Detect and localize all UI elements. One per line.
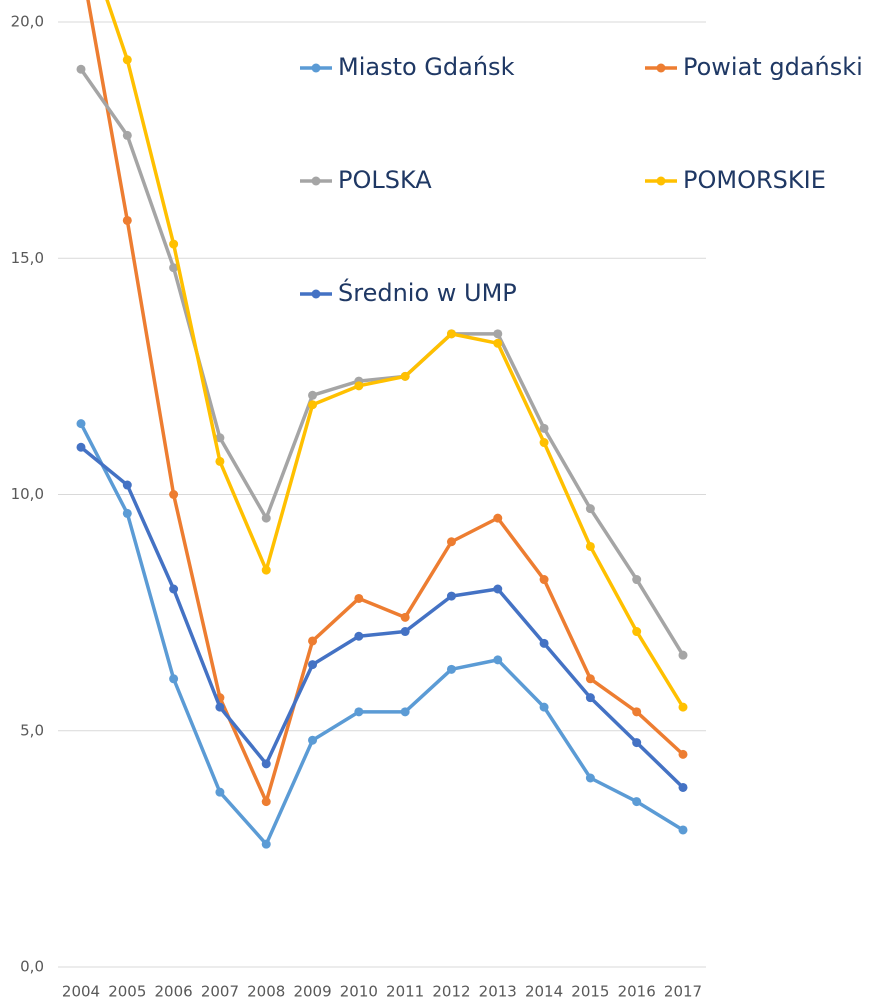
series-line — [79, 68, 685, 657]
data-point — [493, 655, 503, 665]
data-point — [308, 636, 318, 646]
data-point — [400, 627, 410, 637]
data-point — [446, 537, 456, 547]
data-point — [585, 504, 595, 514]
data-point — [122, 480, 132, 490]
data-point — [261, 565, 271, 575]
data-point — [539, 575, 549, 585]
x-tick-label: 2015 — [571, 983, 609, 998]
data-point — [215, 456, 225, 466]
legend-label: Powiat gdański — [683, 53, 863, 81]
data-point — [493, 584, 503, 594]
y-tick-label: 15,0 — [11, 249, 44, 267]
data-point — [354, 381, 364, 391]
y-tick-label: 10,0 — [11, 485, 44, 503]
data-point — [354, 707, 364, 717]
data-point — [122, 55, 132, 65]
data-point — [122, 130, 132, 140]
data-point — [215, 702, 225, 712]
data-point — [215, 787, 225, 797]
data-point — [539, 702, 549, 712]
data-point — [446, 329, 456, 339]
data-point — [632, 738, 642, 748]
legend-marker — [311, 176, 321, 186]
data-point — [539, 638, 549, 648]
data-point — [308, 660, 318, 670]
data-point — [678, 650, 688, 660]
data-point — [354, 593, 364, 603]
data-point — [76, 419, 86, 429]
data-point — [678, 825, 688, 835]
x-tick-label: 2017 — [664, 983, 702, 998]
x-tick-label: 2010 — [340, 983, 378, 998]
x-tick-label: 2012 — [432, 983, 470, 998]
legend-label: POMORSKIE — [683, 166, 826, 194]
data-point — [76, 442, 86, 452]
data-point — [632, 627, 642, 637]
data-point — [493, 338, 503, 348]
data-point — [261, 797, 271, 807]
legend-label: Miasto Gdańsk — [338, 53, 515, 81]
data-point — [169, 490, 179, 499]
series-line — [105, 0, 685, 709]
series-line — [79, 445, 685, 789]
data-point — [76, 64, 86, 74]
data-point — [493, 329, 503, 339]
data-point — [678, 749, 688, 759]
y-tick-label: 5,0 — [20, 721, 44, 739]
data-point — [632, 707, 642, 717]
data-point — [585, 693, 595, 703]
y-tick-label: 0,0 — [20, 958, 44, 976]
data-point — [169, 674, 179, 684]
data-point — [354, 631, 364, 641]
data-point — [400, 707, 410, 717]
data-point — [169, 584, 179, 594]
data-point — [122, 215, 132, 225]
x-tick-label: 2014 — [525, 983, 563, 998]
data-point — [632, 575, 642, 585]
data-point — [261, 759, 271, 769]
data-point — [308, 390, 318, 400]
data-point — [169, 263, 179, 273]
data-point — [493, 513, 503, 523]
x-tick-label: 2005 — [108, 983, 146, 998]
y-tick-label: 20,0 — [11, 13, 44, 31]
data-point — [446, 664, 456, 674]
x-tick-label: 2004 — [62, 983, 100, 998]
data-point — [261, 839, 271, 849]
data-point — [122, 508, 132, 518]
legend-marker — [656, 63, 666, 73]
data-point — [261, 513, 271, 523]
x-tick-label: 2011 — [386, 983, 424, 998]
data-point — [215, 433, 225, 443]
legend-marker — [656, 176, 666, 186]
x-tick-label: 2007 — [201, 983, 239, 998]
series-line — [79, 422, 684, 846]
data-point — [585, 773, 595, 783]
x-tick-label: 2013 — [479, 983, 517, 998]
data-point — [169, 239, 179, 249]
data-point — [400, 371, 410, 381]
legend-label: Średnio w UMP — [338, 277, 517, 307]
data-point — [308, 735, 318, 745]
data-point — [632, 797, 642, 807]
legend-marker — [311, 289, 321, 299]
x-tick-label: 2009 — [293, 983, 331, 998]
data-point — [678, 702, 688, 712]
data-point — [678, 782, 688, 792]
x-tick-label: 2016 — [618, 983, 656, 998]
x-tick-label: 2006 — [155, 983, 193, 998]
legend-marker — [311, 63, 321, 73]
data-point — [400, 612, 410, 622]
data-point — [308, 400, 318, 410]
data-point — [585, 674, 595, 684]
series-line — [86, 0, 685, 804]
legend-label: POLSKA — [338, 166, 432, 194]
data-point — [539, 438, 549, 448]
data-point — [585, 541, 595, 551]
data-point — [539, 423, 549, 433]
data-point — [446, 591, 456, 601]
x-tick-label: 2008 — [247, 983, 285, 998]
